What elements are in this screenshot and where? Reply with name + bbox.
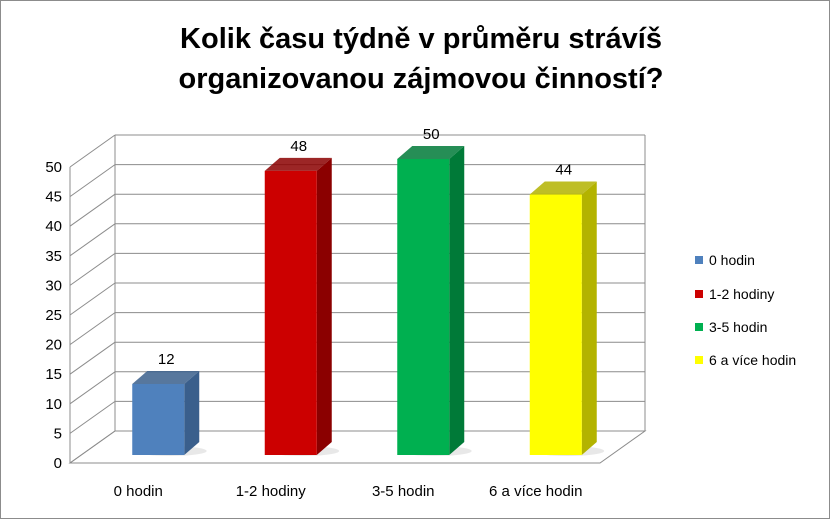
legend-label-3: 6 a více hodin — [709, 352, 797, 368]
data-label-2: 50 — [423, 126, 440, 143]
y-tick-label-10: 50 — [45, 159, 62, 176]
x-tick-label-0: 0 hodin — [114, 483, 163, 500]
gridline-side-4 — [69, 312, 116, 346]
x-tick-label-2: 3-5 hodin — [372, 483, 435, 500]
bar-1 — [264, 170, 317, 455]
chart-floor — [68, 430, 647, 464]
x-tick-label-1: 1-2 hodiny — [236, 483, 307, 500]
data-label-0: 12 — [158, 351, 175, 368]
y-tick-label-0: 0 — [54, 455, 62, 472]
legend-label-1: 1-2 hodiny — [709, 286, 775, 302]
y-tick-label-3: 15 — [45, 366, 62, 383]
legend-swatch-3 — [695, 356, 703, 364]
gridline-side-6 — [69, 252, 116, 286]
gridline-side-1 — [69, 400, 116, 434]
gridline-side-10 — [69, 134, 116, 168]
gridline-side-9 — [69, 164, 116, 198]
bar-side-0 — [184, 370, 200, 455]
y-tick-label-7: 35 — [45, 248, 62, 265]
legend-label-0: 0 hodin — [709, 252, 755, 268]
x-tick-label-3: 6 a více hodin — [489, 483, 582, 500]
gridline-side-5 — [69, 282, 116, 316]
bar-0 — [132, 383, 185, 455]
legend-label-2: 3-5 hodin — [709, 319, 768, 335]
gridline-side-8 — [69, 193, 116, 227]
bar-top-3 — [529, 181, 597, 195]
bar-top-0 — [132, 370, 200, 384]
y-tick-label-9: 45 — [45, 189, 62, 206]
legend-swatch-1 — [695, 290, 703, 298]
gridline-side-3 — [69, 341, 116, 375]
legend-swatch-0 — [695, 256, 703, 264]
bar-3 — [529, 194, 582, 455]
y-tick-label-2: 10 — [45, 396, 62, 413]
bar-2 — [397, 159, 450, 455]
y-tick-label-8: 40 — [45, 218, 62, 235]
y-tick-label-6: 30 — [45, 277, 62, 294]
bar-side-2 — [449, 146, 465, 455]
gridline-side-7 — [69, 223, 116, 257]
gridline-side-2 — [69, 371, 116, 405]
y-tick-label-5: 25 — [45, 307, 62, 324]
y-tick-label-1: 5 — [54, 425, 62, 442]
data-label-1: 48 — [290, 138, 307, 155]
chart-title-line-1: Kolik času týdně v průměru strávíš — [180, 23, 662, 55]
chart-title: Kolik času týdně v průměru strávíš organ… — [61, 19, 781, 99]
y-tick-label-4: 20 — [45, 337, 62, 354]
legend-swatch-2 — [695, 323, 703, 331]
bar-side-1 — [316, 157, 332, 455]
data-label-3: 44 — [555, 162, 572, 179]
bar-top-2 — [397, 146, 465, 159]
bar-top-1 — [264, 157, 332, 171]
chart-title-line-2: organizovanou zájmovou činností? — [178, 63, 664, 95]
bar-side-3 — [581, 181, 597, 455]
